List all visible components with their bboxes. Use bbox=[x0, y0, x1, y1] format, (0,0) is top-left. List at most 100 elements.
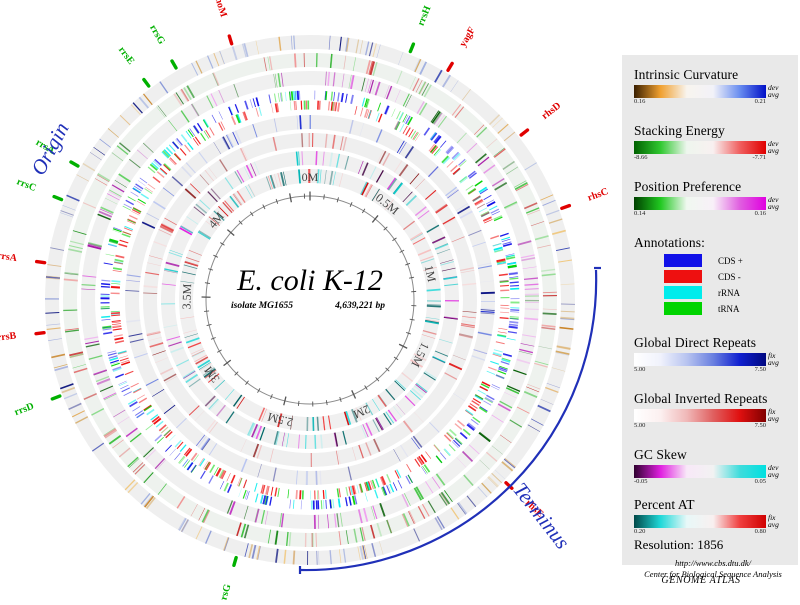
ring-segment bbox=[111, 315, 120, 316]
colorbar-max: 7.50 bbox=[755, 422, 766, 429]
ring-segment bbox=[525, 309, 539, 310]
colorbar bbox=[634, 353, 766, 366]
ring-segment bbox=[64, 279, 78, 280]
genome-atlas-footer: GENOME ATLAS bbox=[622, 575, 798, 586]
scale-minor-tick bbox=[205, 283, 210, 284]
scale-minor-tick bbox=[220, 243, 224, 246]
gene-marker-label: yagF bbox=[458, 25, 478, 49]
ring-segment bbox=[561, 311, 575, 312]
ring-segment bbox=[316, 471, 317, 485]
ring-segment bbox=[317, 417, 318, 431]
colorbar bbox=[634, 197, 766, 210]
gene-marker-tick bbox=[521, 130, 527, 135]
footer-label: GENOME ATLAS bbox=[622, 575, 780, 586]
ring-segment bbox=[302, 151, 303, 165]
legend-title: Position Preference bbox=[634, 179, 792, 195]
ring-segment bbox=[296, 490, 297, 499]
ring-segment bbox=[510, 285, 519, 286]
ring-segment bbox=[316, 151, 317, 165]
center-organism-name: E. coli K-12 bbox=[236, 264, 383, 297]
gene-marker-tick bbox=[54, 197, 61, 200]
annotation-item: CDS + bbox=[634, 254, 792, 267]
colorbar bbox=[634, 85, 766, 98]
ring-segment bbox=[338, 103, 339, 112]
colorbar-max: 0.05 bbox=[755, 478, 766, 485]
ring-segment bbox=[294, 101, 295, 110]
ring-segment bbox=[45, 313, 59, 314]
ring-segment bbox=[315, 435, 316, 449]
origin-marker: Origin bbox=[26, 118, 73, 179]
ring-segment bbox=[321, 435, 322, 449]
annotations-title: Annotations: bbox=[634, 235, 792, 251]
ring-segment bbox=[144, 286, 158, 287]
colorbar-min: 5.00 bbox=[634, 422, 645, 429]
ring-segment bbox=[509, 322, 518, 323]
gene-marker-tick bbox=[36, 333, 44, 334]
ring-segment bbox=[101, 287, 110, 288]
ring-segment bbox=[560, 318, 574, 319]
ring-segment bbox=[323, 490, 324, 499]
annotation-label: CDS + bbox=[718, 256, 743, 266]
gene-marker-label: rrsG bbox=[147, 23, 167, 46]
gene-marker-label: rrsC bbox=[15, 176, 38, 194]
gene-marker-label: rrsD bbox=[13, 401, 36, 418]
scale-major-tick bbox=[352, 390, 356, 398]
gene-marker-tick bbox=[52, 396, 59, 399]
ring-segment bbox=[427, 290, 441, 291]
annotation-label: tRNA bbox=[718, 304, 740, 314]
colorbar-min: -0.05 bbox=[634, 478, 648, 485]
legend-title: Percent AT bbox=[634, 497, 792, 513]
scale-minor-tick bbox=[392, 238, 396, 241]
resolution-text: Resolution: 1856 bbox=[634, 537, 792, 553]
resolution-label: Resolution: 1856 bbox=[634, 537, 792, 553]
gene-marker-tick bbox=[410, 44, 413, 51]
legend-title: Global Inverted Repeats bbox=[634, 391, 792, 407]
scale-major-tick bbox=[399, 344, 407, 348]
gene-marker-label: phoM bbox=[211, 0, 229, 19]
colorbar bbox=[634, 409, 766, 422]
colorbar-max: 7.50 bbox=[755, 366, 766, 373]
colorbar-max: 0.16 bbox=[755, 210, 766, 217]
ring-segment bbox=[321, 500, 322, 509]
scale-minor-tick bbox=[394, 357, 398, 360]
gene-marker-tick bbox=[234, 558, 236, 566]
gene-marker-label: rrsB bbox=[0, 330, 17, 343]
scale-minor-tick bbox=[410, 319, 415, 320]
gene-marker-label: rrsH bbox=[416, 4, 434, 27]
ring-segment bbox=[330, 499, 331, 508]
ring-segment bbox=[302, 133, 303, 147]
cbs-url: http://www.cbs.dtu.dk/ bbox=[634, 558, 792, 569]
origin-label: Origin bbox=[26, 118, 73, 179]
gene-marker-label: rrsA bbox=[0, 250, 18, 264]
ring-segment bbox=[101, 316, 110, 317]
ring-segment bbox=[101, 280, 110, 281]
ring-segment bbox=[524, 318, 538, 319]
ring-segment bbox=[294, 91, 295, 100]
colorbar-min: 5.00 bbox=[634, 366, 645, 373]
gene-marker-tick bbox=[229, 36, 231, 44]
scale-minor-tick bbox=[298, 401, 299, 406]
ring-segment bbox=[111, 313, 120, 314]
ring-segment bbox=[510, 316, 519, 317]
ring-segment bbox=[111, 281, 120, 282]
legend-title: Stacking Energy bbox=[634, 123, 792, 139]
terminus-label: Terminus bbox=[508, 478, 575, 554]
legend-title: Intrinsic Curvature bbox=[634, 67, 792, 83]
gene-marker-tick bbox=[448, 63, 452, 70]
gene-marker-tick bbox=[144, 80, 149, 86]
annotation-swatch bbox=[664, 302, 702, 315]
colorbar-max: 0.80 bbox=[755, 528, 766, 535]
ring-segment bbox=[111, 287, 120, 288]
colorbar-min: -8.66 bbox=[634, 154, 648, 161]
colorbar bbox=[634, 465, 766, 478]
